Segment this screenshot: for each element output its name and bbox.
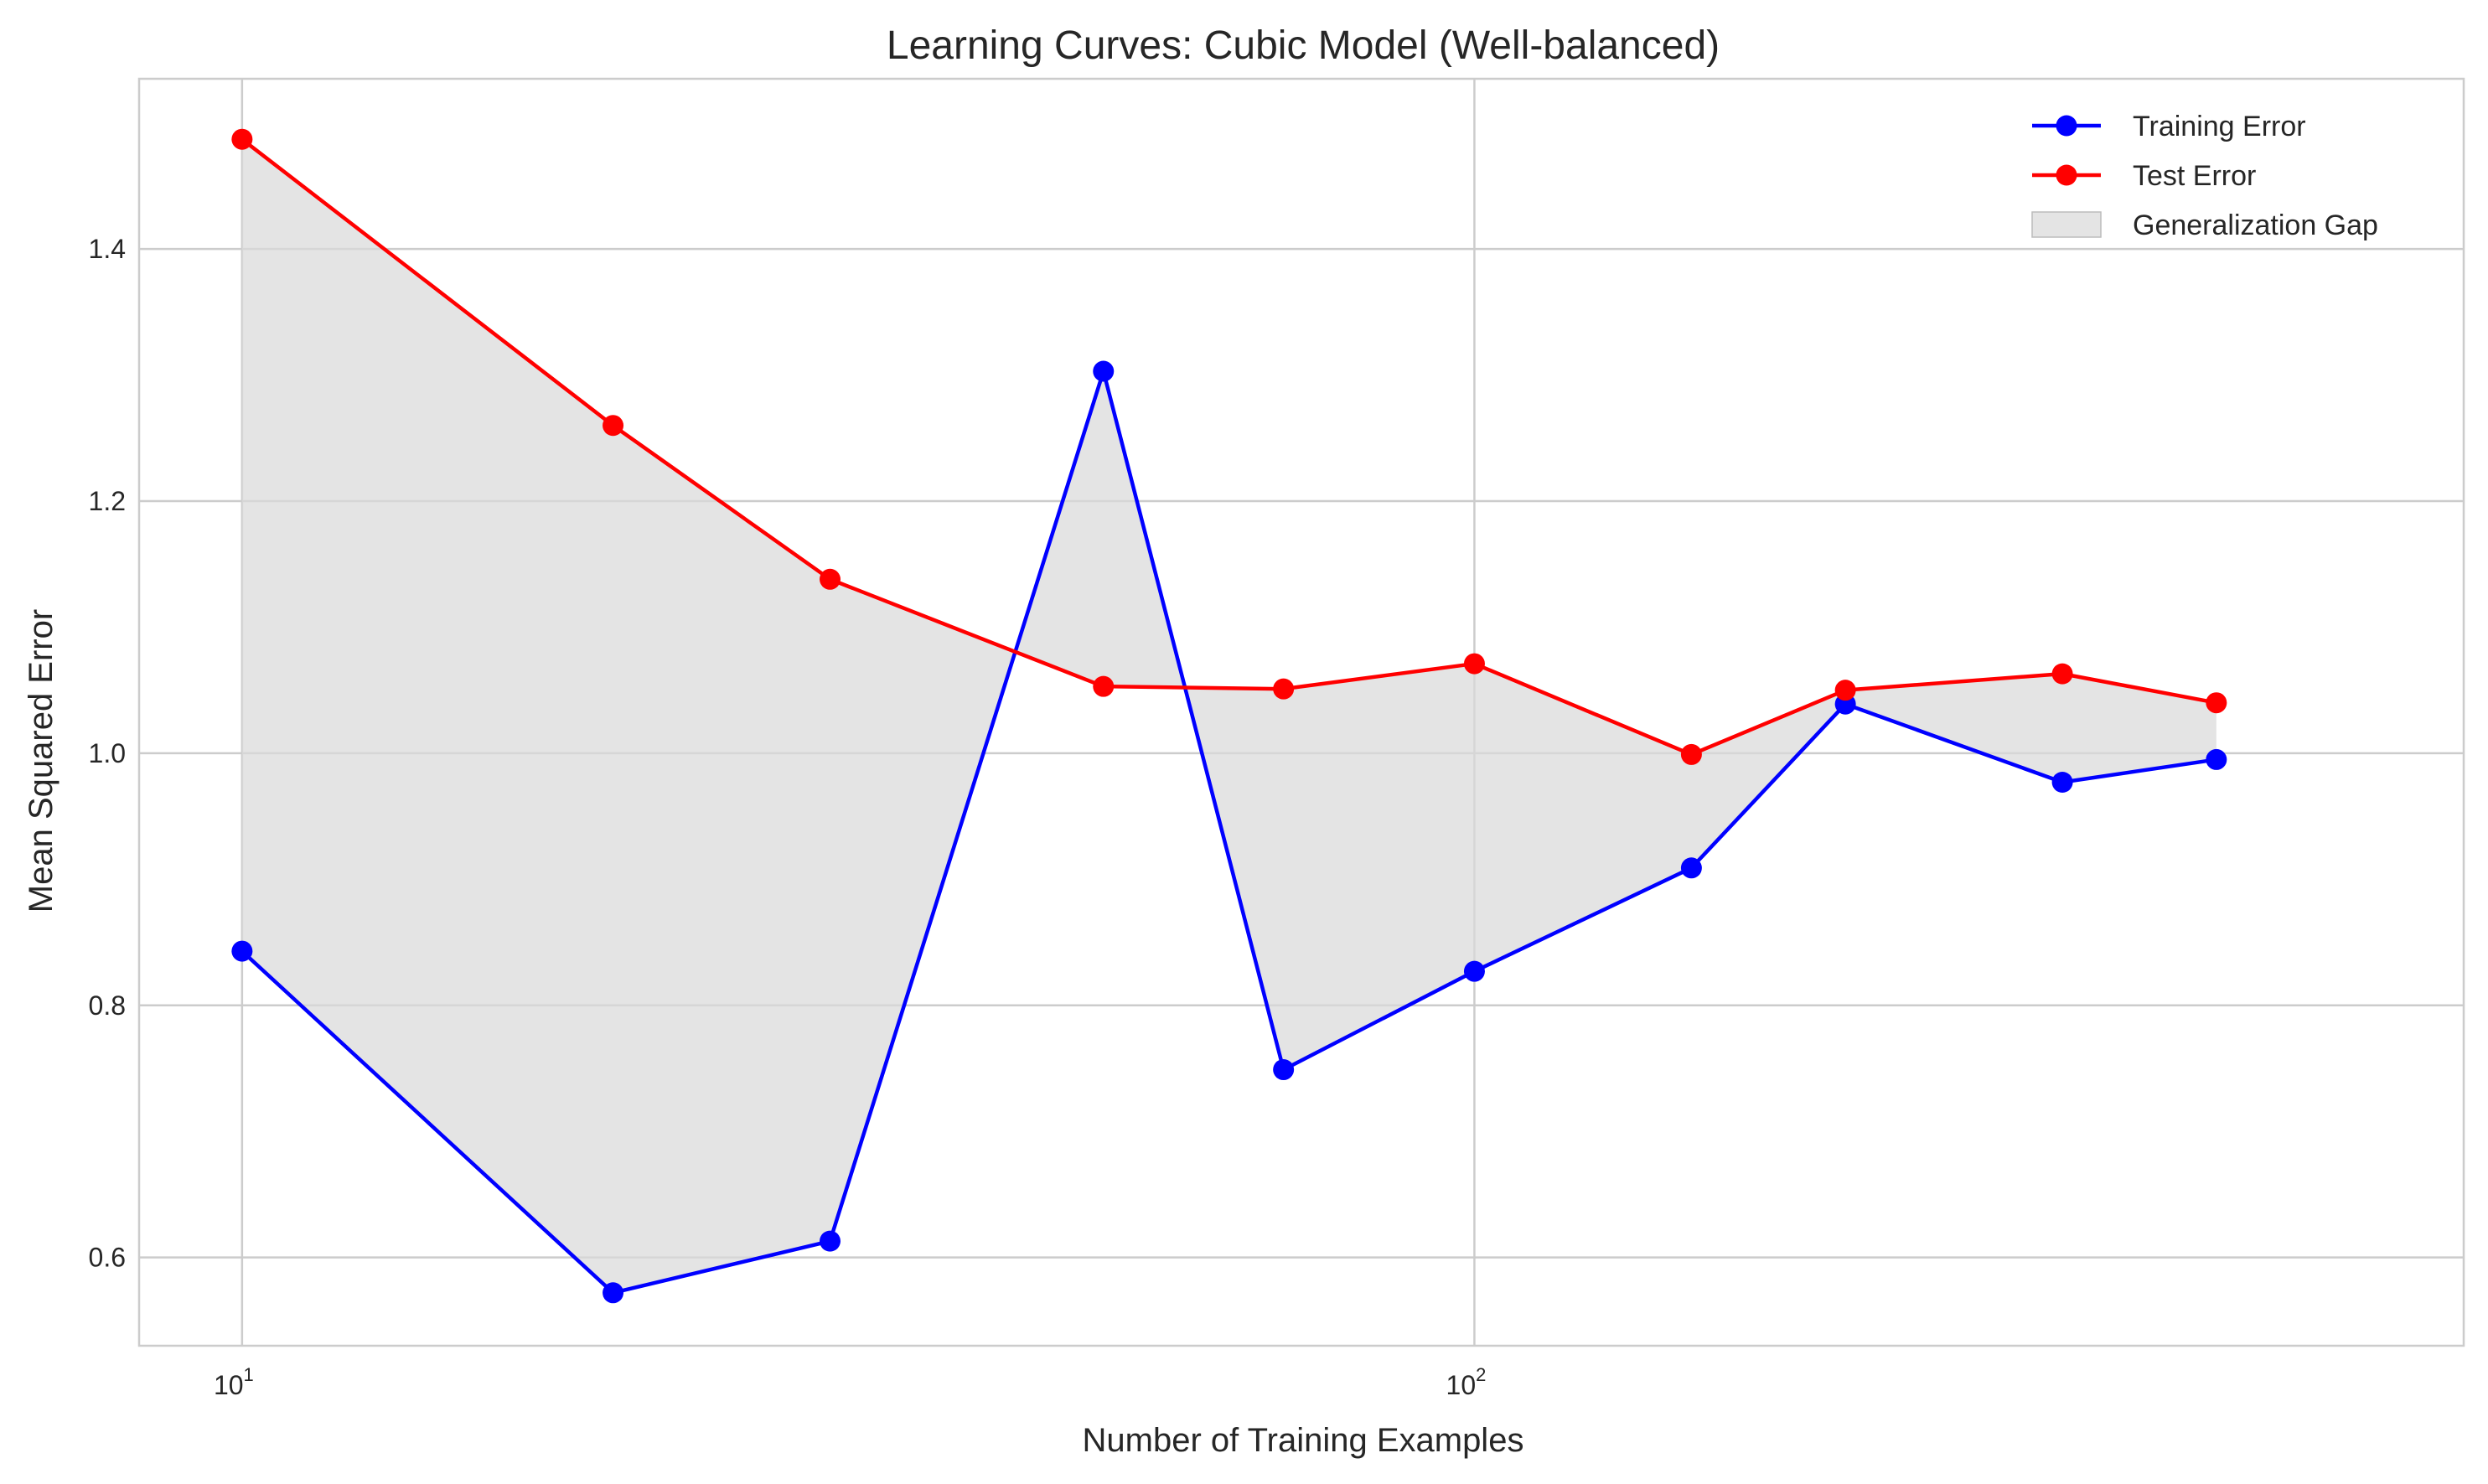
training-error-point bbox=[1680, 857, 1702, 879]
y-axis-label: Mean Squared Error bbox=[23, 609, 59, 913]
chart-title: Learning Curves: Cubic Model (Well-balan… bbox=[887, 23, 1720, 68]
legend-test-error-label: Test Error bbox=[2133, 160, 2256, 192]
x-tick-label: 102 bbox=[1446, 1364, 1487, 1400]
legend: Training Error Test Error Generalization G… bbox=[2031, 111, 2378, 241]
training-error-point bbox=[1273, 1059, 1295, 1081]
legend-generalization-gap-label: Generalization Gap bbox=[2133, 209, 2378, 241]
plot-area: 0.6 0.8 1.0 1.2 1.4 101 102 bbox=[89, 77, 2465, 1400]
test-error-point bbox=[1273, 678, 1295, 700]
training-error-point bbox=[1463, 960, 1485, 982]
plot-frame bbox=[137, 77, 2465, 1347]
test-error-point bbox=[2051, 663, 2073, 685]
test-error-point bbox=[2206, 692, 2227, 714]
test-error-point bbox=[1834, 680, 1856, 701]
training-error-point bbox=[603, 1282, 624, 1304]
legend-test-error-marker bbox=[2056, 164, 2077, 186]
y-tick-label: 0.8 bbox=[89, 990, 126, 1021]
training-error-point bbox=[1093, 360, 1115, 382]
training-error-point bbox=[231, 940, 253, 962]
y-tick-label: 1.4 bbox=[89, 234, 126, 264]
training-error-point bbox=[2206, 748, 2227, 770]
test-error-point bbox=[1680, 743, 1702, 765]
legend-training-error-marker bbox=[2056, 115, 2077, 137]
generalization-gap-area bbox=[241, 139, 2216, 1293]
test-error-point bbox=[1093, 675, 1115, 697]
legend-generalization-gap-swatch bbox=[2031, 211, 2102, 238]
test-error-point bbox=[1463, 653, 1485, 675]
test-error-line bbox=[241, 137, 2217, 757]
y-tick-label: 1.2 bbox=[89, 486, 126, 516]
y-tick-label: 0.6 bbox=[89, 1243, 126, 1273]
y-tick-label: 1.0 bbox=[89, 738, 126, 768]
x-axis-label: Number of Training Examples bbox=[1083, 1422, 1524, 1459]
training-error-line bbox=[241, 369, 2217, 1295]
test-error-point bbox=[820, 568, 841, 590]
x-tick-label: 101 bbox=[214, 1364, 254, 1400]
test-error-point bbox=[231, 128, 253, 150]
training-error-point bbox=[820, 1230, 841, 1252]
training-error-point bbox=[2051, 771, 2073, 793]
test-error-point bbox=[603, 415, 624, 437]
legend-training-error-label: Training Error bbox=[2133, 111, 2306, 142]
